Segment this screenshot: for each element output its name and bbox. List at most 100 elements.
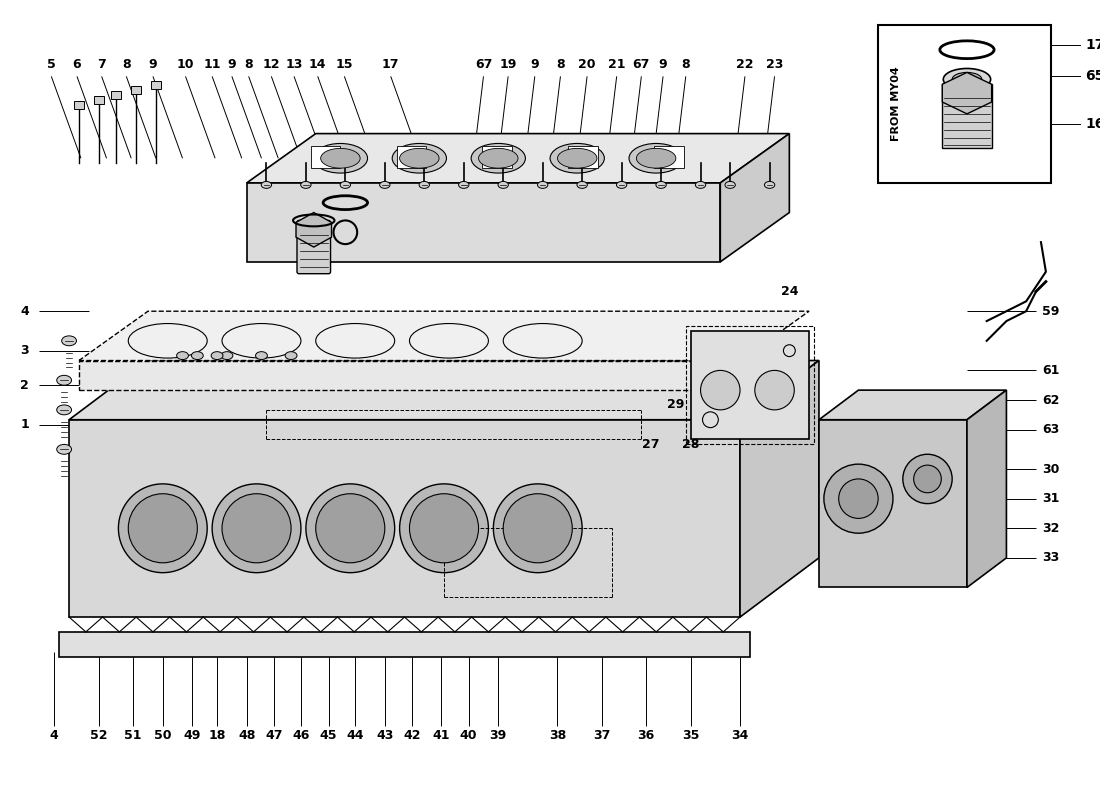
Polygon shape [943,73,991,114]
Text: 42: 42 [404,729,421,742]
Text: 10: 10 [177,58,195,71]
Text: 24: 24 [781,285,799,298]
Circle shape [316,494,385,563]
Text: 40: 40 [460,729,477,742]
Ellipse shape [459,182,469,188]
Text: 50: 50 [154,729,172,742]
Circle shape [399,484,488,573]
Text: 25: 25 [791,334,808,347]
Ellipse shape [419,182,429,188]
Text: 57: 57 [386,319,404,333]
Ellipse shape [478,148,518,168]
Polygon shape [820,420,967,587]
Text: 30: 30 [1042,462,1059,475]
Circle shape [119,484,207,573]
Ellipse shape [764,182,774,188]
Text: 1: 1 [188,319,197,333]
Text: 8: 8 [122,58,131,71]
Text: 4: 4 [20,305,29,318]
Ellipse shape [616,182,627,188]
Polygon shape [79,311,810,361]
Text: 48: 48 [238,729,255,742]
Bar [131,86,141,94]
Polygon shape [69,361,819,420]
Text: 67: 67 [632,58,650,71]
Ellipse shape [340,182,351,188]
Text: 17: 17 [1086,38,1100,52]
Text: 31: 31 [1042,492,1059,505]
Bar [111,91,121,99]
Ellipse shape [321,148,360,168]
Text: 55: 55 [320,319,338,333]
Circle shape [701,370,740,410]
Polygon shape [69,420,740,617]
Text: 44: 44 [346,729,364,742]
Text: 1989: 1989 [141,426,451,533]
Text: 56: 56 [349,319,366,333]
Circle shape [306,484,395,573]
Polygon shape [246,183,721,262]
Text: 29: 29 [668,398,684,411]
Ellipse shape [300,182,311,188]
Polygon shape [296,213,331,247]
Text: 18: 18 [208,729,226,742]
Polygon shape [820,390,1006,420]
Circle shape [212,484,301,573]
Polygon shape [59,632,750,657]
Text: 43: 43 [376,729,394,742]
Ellipse shape [177,352,188,359]
Ellipse shape [695,182,706,188]
Text: 32: 32 [1042,522,1059,534]
Ellipse shape [379,182,390,188]
Ellipse shape [578,182,587,188]
Polygon shape [967,390,1006,587]
Circle shape [129,494,197,563]
Text: 33: 33 [1042,551,1059,564]
Text: 41: 41 [432,729,450,742]
Ellipse shape [62,336,77,346]
Text: 16: 16 [280,186,298,199]
Ellipse shape [558,148,597,168]
Bar [878,25,1050,183]
Text: 67: 67 [475,58,492,71]
Text: 66: 66 [327,226,344,238]
Text: 9: 9 [659,58,668,71]
Circle shape [409,494,478,563]
Text: 64: 64 [327,206,344,219]
Circle shape [838,479,878,518]
Text: 18: 18 [406,196,424,209]
Text: 9: 9 [228,58,236,71]
Text: 45: 45 [320,729,338,742]
Text: 13: 13 [285,58,303,71]
Bar [151,82,161,89]
Text: 59: 59 [1042,305,1059,318]
Text: 47: 47 [265,729,283,742]
Ellipse shape [211,352,223,359]
Text: 39: 39 [490,729,507,742]
Ellipse shape [725,182,735,188]
Text: 21: 21 [608,58,626,71]
Text: 15: 15 [336,58,353,71]
Circle shape [503,494,572,563]
Bar [654,146,684,168]
Ellipse shape [221,352,233,359]
Text: 6: 6 [73,58,81,71]
Ellipse shape [57,375,72,385]
Ellipse shape [255,352,267,359]
Ellipse shape [944,69,991,90]
Text: 61: 61 [1042,364,1059,377]
Ellipse shape [498,182,508,188]
Bar [74,101,84,109]
Text: 34: 34 [732,729,749,742]
Ellipse shape [550,143,604,173]
Text: 36: 36 [638,729,654,742]
Text: 65: 65 [1086,70,1100,83]
Bar [685,326,814,445]
Ellipse shape [393,143,447,173]
Polygon shape [720,134,790,262]
Text: 16: 16 [1086,117,1100,130]
Bar [483,146,513,168]
Ellipse shape [399,148,439,168]
Ellipse shape [191,352,204,359]
Ellipse shape [656,182,667,188]
